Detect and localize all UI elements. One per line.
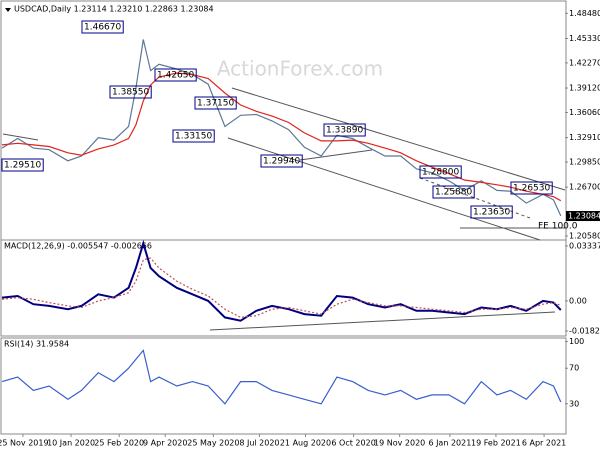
series-line [1,257,562,319]
macd-panel [0,239,567,337]
y-tick-label: 1.32910 [569,133,600,142]
annotation: 1.29940 [263,157,300,167]
x-tick-label: 19 Feb 2021 [471,439,521,448]
annotation: 1.28800 [422,168,459,178]
annotation: 1.29510 [4,161,41,171]
y-tick-label: 1.36060 [569,108,600,117]
annotation: 1.26530 [513,184,550,194]
annotation-box [419,165,462,179]
y-tick-label: 1.45330 [569,34,600,43]
y-tick-label: 1.20580 [569,232,600,241]
y-tick-label: 1.29850 [569,158,600,167]
price-title: USDCAD,Daily 1.23114 1.23210 1.22863 1.2… [14,5,214,14]
series-line [1,39,562,217]
annotation-box [1,158,44,172]
menu-arrow [5,8,11,12]
rsi-title: RSI(14) 31.9584 [4,340,69,349]
x-tick-label: 6 Apr 2021 [522,439,566,448]
x-tick-label: 21 Aug 2020 [280,439,331,448]
series-line [1,349,562,405]
y-tick-label: 0.03337 [569,241,600,250]
dashed-line [419,177,531,219]
last-price-label: 1.23084 [568,212,600,221]
x-tick-label: 9 Apr 2020 [143,439,187,448]
series-line [1,72,562,202]
y-tick-label: 100 [569,337,584,346]
y-tick-label: 70 [569,364,579,373]
x-tick-label: 6 Jan 2021 [428,439,471,448]
annotation-box [194,96,237,110]
watermark: ActionForex.com [217,57,383,81]
annotation: 1.23630 [473,208,510,218]
annotation: 1.42650 [157,71,194,81]
channel-upper [231,87,566,191]
x-tick-label: 6 Oct 2020 [331,439,375,448]
annotation: 1.37150 [197,99,234,109]
last-price-tag [566,211,600,222]
y-tick-label: 30 [569,399,579,408]
x-tick-label: 25 Feb 2020 [94,439,144,448]
x-tick-label: 8 Jul 2020 [239,439,279,448]
annotation: 1.33890 [326,126,363,136]
annotation: 1.25880 [435,188,472,198]
annotation-box [323,123,366,137]
annotation-box [81,20,124,34]
annotation: 1.33150 [175,132,212,142]
early-line [2,133,39,141]
y-tick-label: -0.018262 [569,326,600,335]
annotation-box [470,205,513,219]
y-tick-label: 0.00 [569,296,587,305]
y-tick-label: 1.48480 [569,9,600,18]
y-tick-label: 1.39120 [569,84,600,93]
macd-trend-line [209,311,556,331]
annotation: FE 100.0 [538,222,578,232]
annotation-box [510,181,553,195]
channel-lower [227,137,541,241]
y-tick-label: 1.26700 [569,183,600,192]
annotation-box [154,68,197,82]
series-line [1,239,562,322]
x-tick-label: 19 Nov 2020 [374,439,425,448]
annotation-box [109,85,152,99]
support-line [299,149,373,161]
rsi-panel [0,337,567,435]
annotation: 1.46670 [84,23,121,33]
x-tick-label: 25 May 2020 [187,439,239,448]
annotation: 1.38550 [112,88,149,98]
annotation-box [260,154,303,168]
x-tick-label: 25 Nov 2019 [0,439,49,448]
macd-title: MACD(12,26,9) -0.005547 -0.002666 [4,242,152,251]
dashed-lines [419,177,531,219]
annotation-box [432,185,475,199]
annotation-box [172,129,215,143]
y-tick-label: 1.42270 [569,58,600,67]
x-tick-label: 10 Jan 2020 [47,439,95,448]
